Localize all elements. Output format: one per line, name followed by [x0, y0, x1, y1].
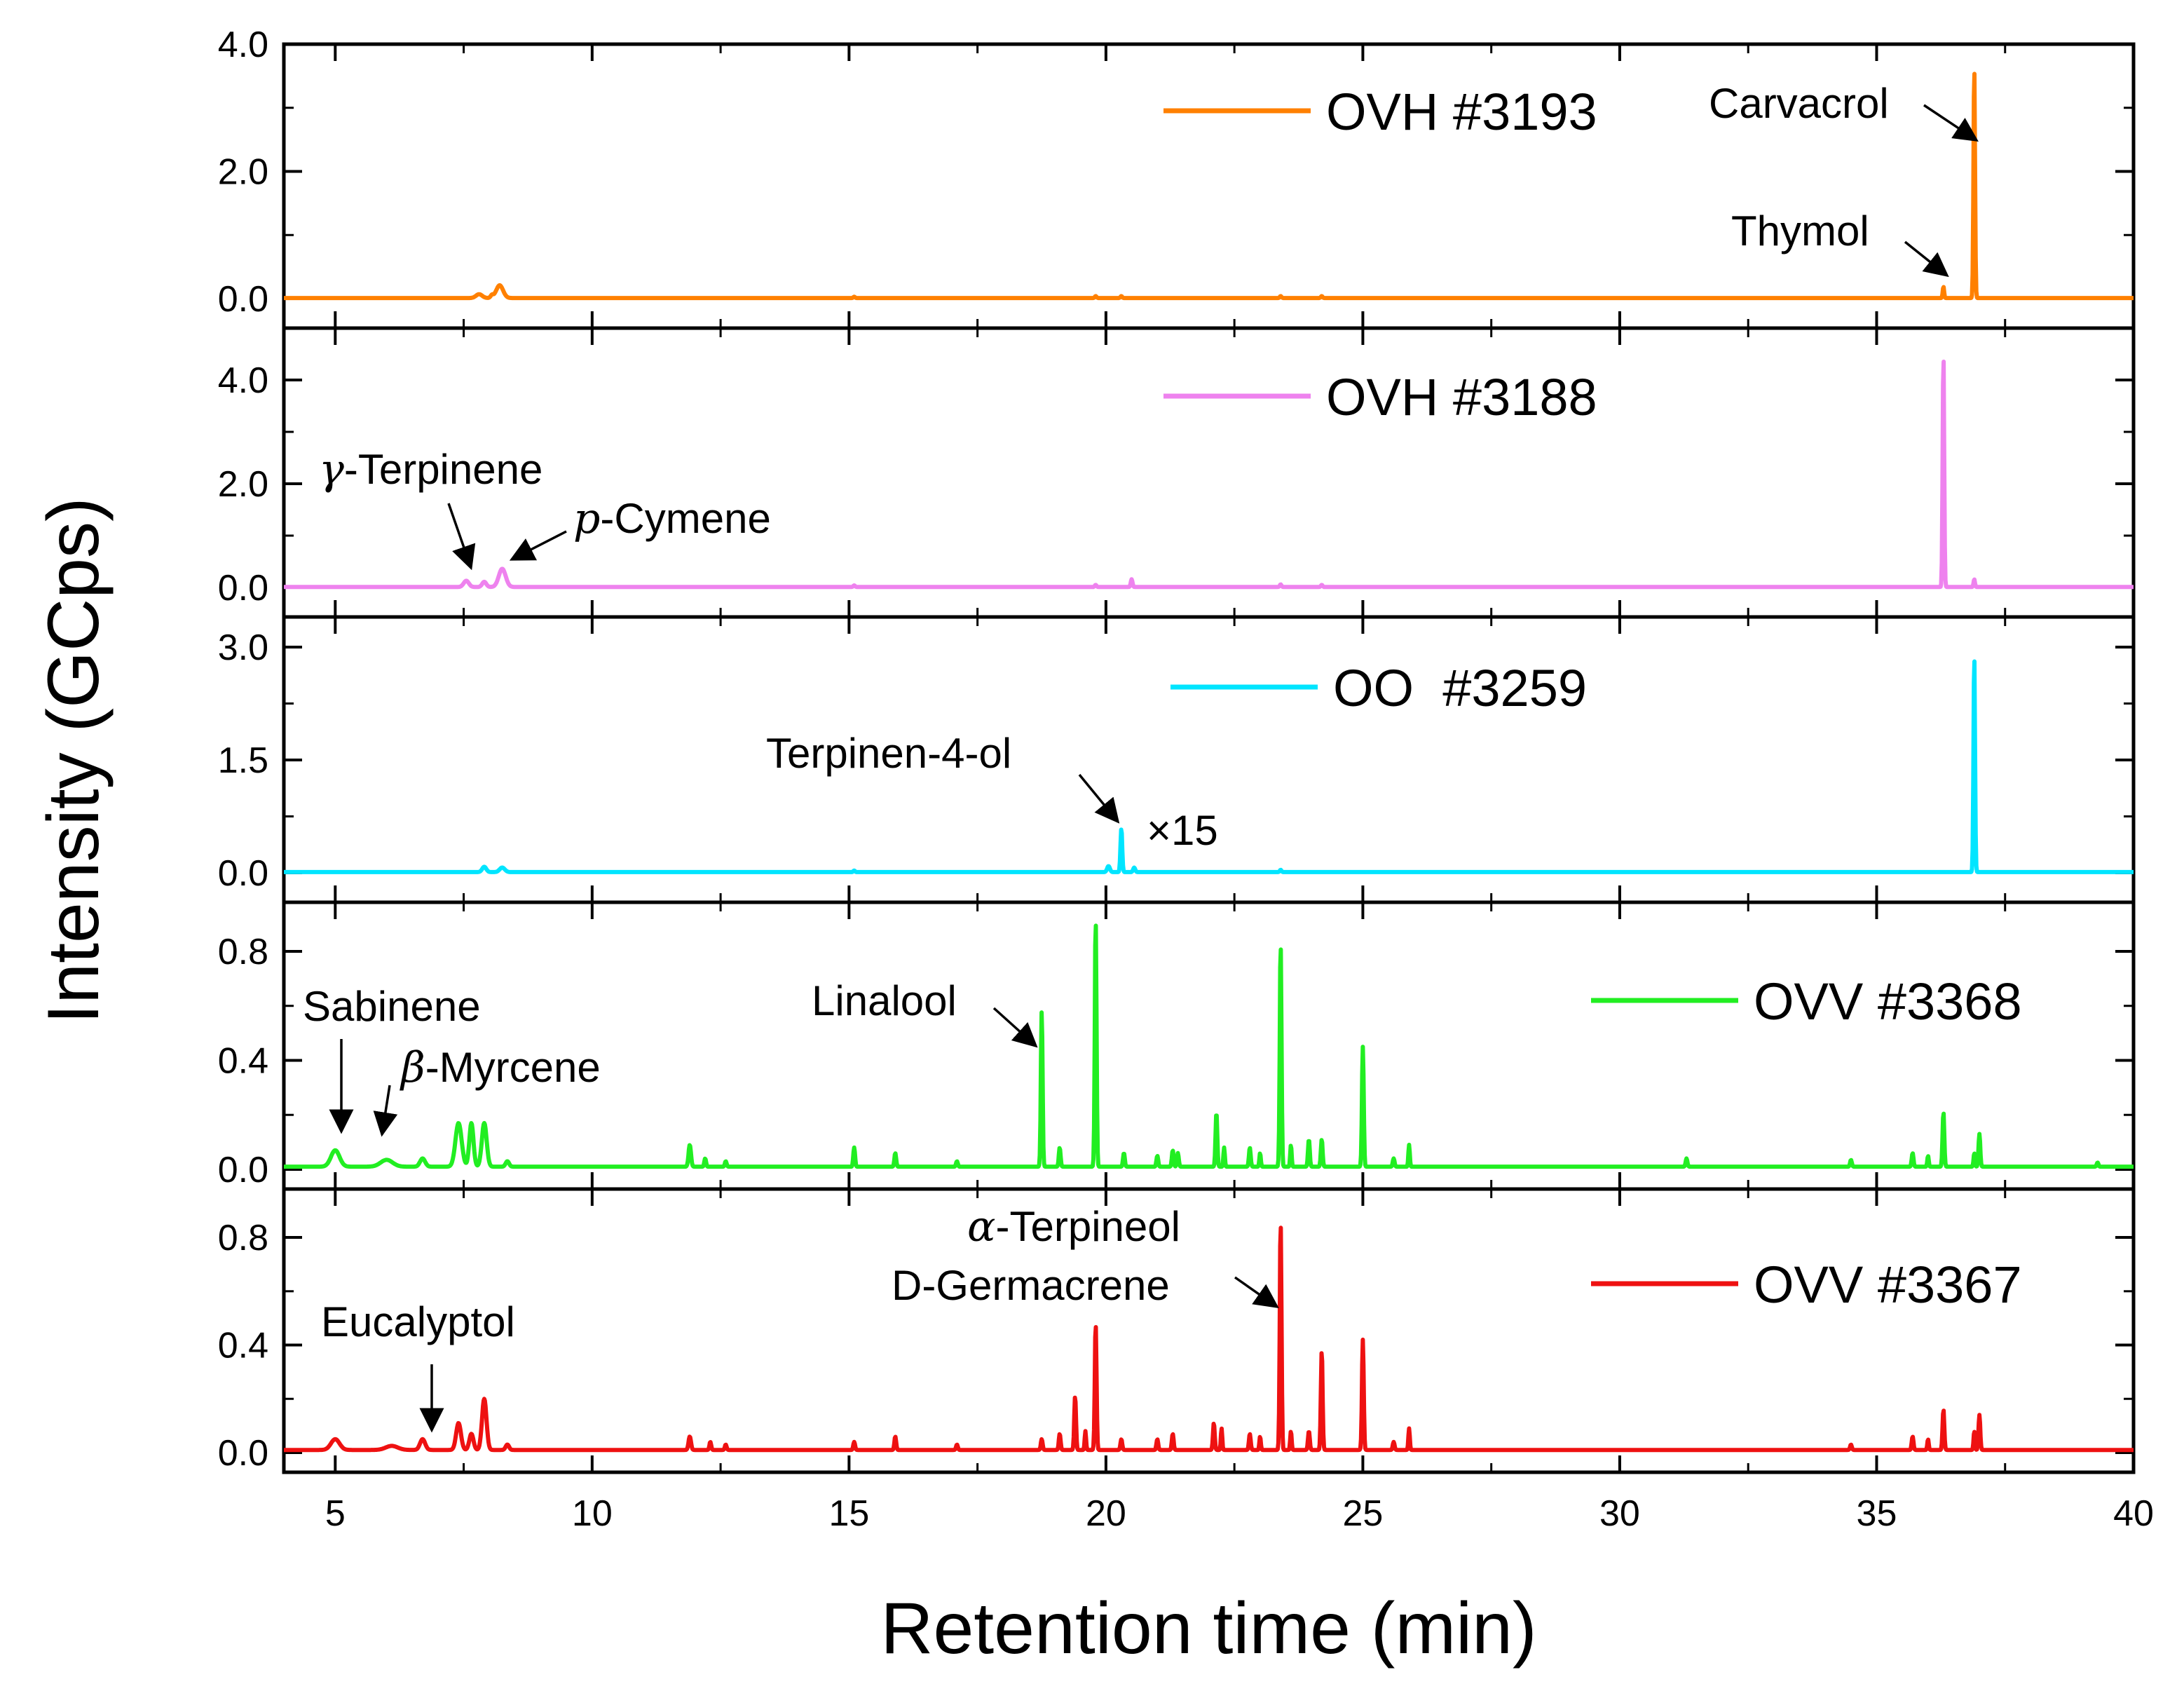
- arrow-carvacrol: [1923, 104, 1979, 142]
- annotation-beta-myrcene: β-Myrcene: [400, 1043, 601, 1092]
- x-tick-label: 15: [828, 1493, 869, 1534]
- legend-label: OVV #3368: [1754, 972, 2022, 1031]
- arrow-beta-myrcene: [373, 1085, 398, 1137]
- panel-frame: [282, 1187, 2136, 1474]
- x-tick-label: 25: [1342, 1493, 1383, 1534]
- y-tick-label: 0.0: [218, 1433, 268, 1474]
- annotation-gamma-terpinene: γ-Terpinene: [319, 445, 542, 494]
- series-line-4: [282, 923, 2136, 1169]
- y-tick-label: 2.0: [218, 152, 268, 193]
- panel-frame: [282, 326, 2136, 619]
- legend-label: OVH #3193: [1326, 83, 1597, 141]
- y-tick-label: 0.8: [218, 1218, 268, 1258]
- panel-frame: [282, 615, 2136, 904]
- legend-label: OVV #3367: [1754, 1256, 2022, 1314]
- x-tick-label: 35: [1857, 1493, 1897, 1534]
- annotation-eucalyptol: Eucalyptol: [321, 1298, 515, 1345]
- y-axis-title: Intensity (GCps): [33, 497, 114, 1024]
- y-tick-label: 2.0: [218, 464, 268, 505]
- panel-3: 0.0 1.5 3.0 OO #3259: [218, 615, 2136, 904]
- y-tick-label: 0.8: [218, 932, 268, 972]
- annotation-beta-myrcene-text: -Myrcene: [425, 1044, 601, 1091]
- x-tick-label: 20: [1086, 1493, 1126, 1534]
- annotation-linalool: Linalool: [812, 977, 957, 1024]
- y-tick-label: 0.4: [218, 1040, 268, 1081]
- arrow-p-cymene: [509, 530, 567, 561]
- annotation-alpha-terpineol-prefix: α: [967, 1202, 996, 1251]
- annotation-beta-myrcene-prefix: β: [400, 1043, 425, 1092]
- arrow-thymol: [1904, 240, 1949, 278]
- x-tick-label: 5: [325, 1493, 346, 1534]
- series-line-3: [282, 659, 2136, 874]
- series-line-2: [282, 359, 2136, 590]
- x-axis-title: Retention time (min): [880, 1588, 1536, 1669]
- arrow-gamma-terpinene: [447, 503, 476, 571]
- arrow-alpha-terpineol: [1234, 1276, 1279, 1309]
- y-tick-label: 0.0: [218, 1150, 268, 1190]
- y-tick-label: 0.0: [218, 279, 268, 320]
- legend-label: OO #3259: [1333, 659, 1587, 717]
- series-line-5: [282, 1225, 2136, 1453]
- y-tick-label: 0.0: [218, 568, 268, 609]
- arrow-linalool: [992, 1007, 1038, 1048]
- panel-5: 0.0 0.4 0.8 OVV #3367: [218, 1187, 2136, 1474]
- annotation-terpinen-4-ol: Terpinen-4-ol: [766, 730, 1011, 777]
- annotation-carvacrol: Carvacrol: [1709, 80, 1889, 127]
- annotation-gamma-terpinene-prefix: γ: [319, 445, 344, 494]
- x-tick-label: 40: [2113, 1493, 2154, 1534]
- annotation-p-cymene-text: -Cymene: [600, 495, 770, 542]
- annotation-x15: ×15: [1147, 807, 1218, 854]
- series-line-1: [282, 72, 2136, 301]
- annotation-gamma-terpinene-text: -Terpinene: [344, 446, 543, 493]
- y-tick-label: 3.0: [218, 627, 268, 668]
- annotation-d-germacrene: D-Germacrene: [892, 1262, 1170, 1309]
- y-tick-label: 4.0: [218, 25, 268, 65]
- legend-label: OVH #3188: [1326, 368, 1597, 426]
- y-tick-label: 0.0: [218, 853, 268, 894]
- annotation-thymol: Thymol: [1731, 208, 1869, 254]
- panel-1: 0.0 2.0 4.0 OVH #3193: [218, 25, 2136, 330]
- annotation-alpha-terpineol: α-Terpineol: [967, 1202, 1180, 1251]
- arrow-terpinen-4-ol: [1078, 773, 1120, 824]
- x-tick-label: 10: [572, 1493, 613, 1534]
- y-tick-label: 1.5: [218, 740, 268, 781]
- annotation-sabinene: Sabinene: [303, 983, 481, 1030]
- x-tick-label: 30: [1599, 1493, 1640, 1534]
- y-tick-label: 0.4: [218, 1326, 268, 1366]
- annotation-p-cymene: p-Cymene: [573, 494, 771, 543]
- annotation-alpha-terpineol-text: -Terpineol: [996, 1203, 1180, 1250]
- y-tick-label: 4.0: [218, 360, 268, 401]
- annotation-p-cymene-prefix: p: [573, 494, 600, 543]
